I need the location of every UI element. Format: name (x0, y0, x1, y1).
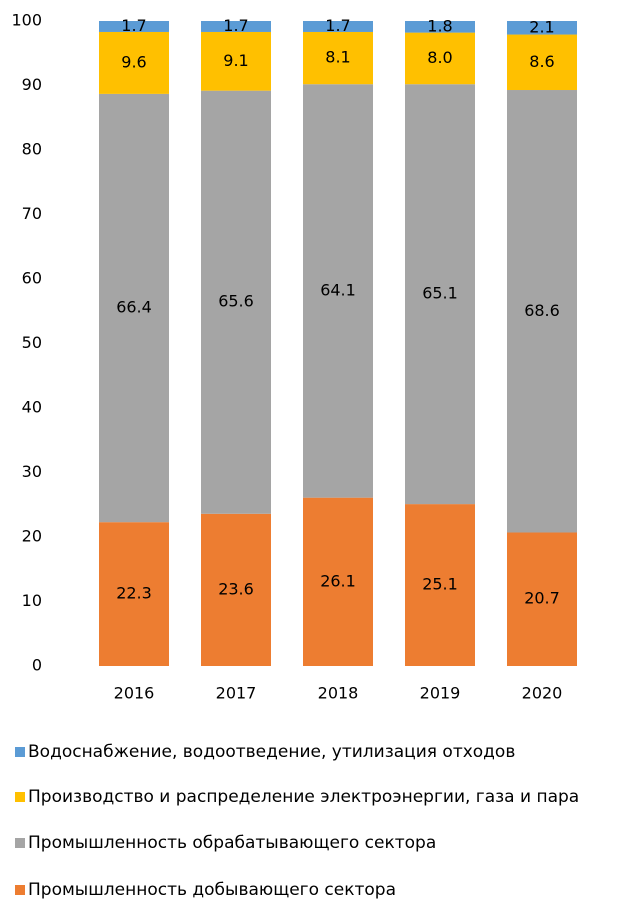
bar-segment (201, 21, 271, 32)
bar-segment (201, 90, 271, 514)
data-label: 1.8 (427, 16, 452, 35)
y-tick-label: 70 (22, 204, 42, 223)
y-tick-label: 90 (22, 75, 42, 94)
data-label: 22.3 (116, 584, 152, 603)
y-tick-label: 10 (22, 591, 42, 610)
y-tick-label: 50 (22, 333, 42, 352)
x-tick-label: 2020 (522, 684, 563, 703)
legend-swatch (15, 792, 25, 802)
bar-segment (99, 522, 169, 666)
bar-segment (405, 504, 475, 666)
data-label: 20.7 (524, 589, 560, 608)
legend-swatch (15, 838, 25, 848)
bar-segment (405, 84, 475, 505)
bar-segment (405, 21, 475, 33)
data-label: 25.1 (422, 575, 458, 594)
data-label: 66.4 (116, 298, 152, 317)
y-tick-label: 80 (22, 140, 42, 159)
data-label: 8.1 (325, 48, 350, 67)
x-tick-label: 2019 (420, 684, 461, 703)
data-label: 8.0 (427, 48, 452, 67)
legend-swatch (15, 885, 25, 895)
bar-segment (303, 21, 373, 32)
bar-segment (99, 31, 169, 94)
x-tick-label: 2018 (318, 684, 359, 703)
y-tick-label: 40 (22, 398, 42, 417)
data-label: 1.7 (325, 16, 350, 35)
bar-segment (99, 21, 169, 32)
data-label: 9.1 (223, 51, 248, 70)
data-label: 64.1 (320, 280, 356, 299)
bar-segment (405, 32, 475, 85)
data-label: 68.6 (524, 301, 560, 320)
data-label: 65.6 (218, 292, 254, 311)
bar-segment (99, 93, 169, 523)
x-tick-label: 2017 (216, 684, 257, 703)
data-label: 26.1 (320, 571, 356, 590)
legend-entry: Водоснабжение, водоотведение, утилизация… (15, 741, 608, 764)
data-label: 8.6 (529, 52, 554, 71)
bar-segment (507, 532, 577, 666)
y-tick-label: 0 (32, 656, 42, 675)
y-tick-label: 20 (22, 527, 42, 546)
legend-entry: Производство и распределение электроэнер… (15, 786, 608, 809)
legend-label: Производство и распределение электроэнер… (28, 787, 580, 807)
legend-label: Промышленность добывающего сектора (28, 880, 397, 900)
chart: 0 10 20 30 40 50 60 70 80 90 100 2016 22.3 66.4 9.6 1.7… (11, 11, 577, 703)
y-tick-label: 30 (22, 462, 42, 481)
data-label: 1.7 (121, 16, 146, 35)
legend-entry: Промышленность добывающего сектора (15, 879, 608, 902)
legend-label: Промышленность обрабатывающего сектора (28, 833, 437, 853)
bar-segment (303, 497, 373, 666)
legend-swatch (15, 747, 25, 757)
bar-segment (201, 31, 271, 91)
y-tick-label: 60 (22, 269, 42, 288)
data-label: 2.1 (529, 17, 554, 36)
legend-label: Водоснабжение, водоотведение, утилизация… (28, 742, 516, 762)
bar-segment (507, 34, 577, 91)
bar-segment (507, 21, 577, 35)
legend-entry: Промышленность обрабатывающего сектора (15, 832, 608, 855)
bar-segment (303, 84, 373, 498)
x-tick-label: 2016 (114, 684, 155, 703)
y-tick-label: 100 (11, 11, 42, 30)
bar-segment (303, 31, 373, 85)
bar-segment (201, 513, 271, 666)
data-label: 23.6 (218, 579, 254, 598)
data-label: 65.1 (422, 284, 458, 303)
bar-segment (507, 90, 577, 533)
data-label: 1.7 (223, 16, 248, 35)
data-label: 9.6 (121, 52, 146, 71)
